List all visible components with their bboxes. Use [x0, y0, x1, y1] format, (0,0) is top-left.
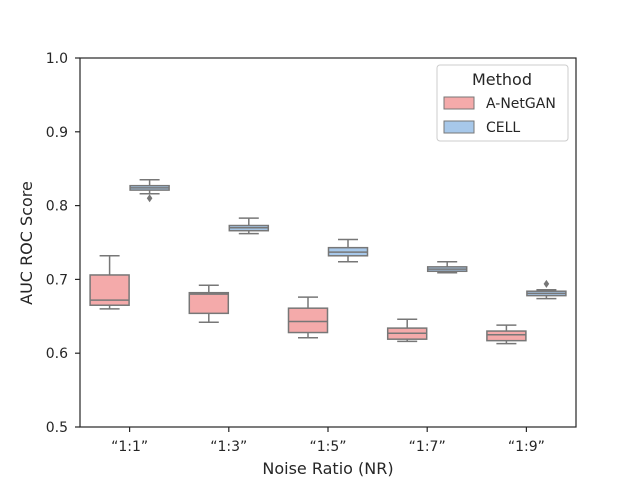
box-a-netgan: [287, 296, 329, 339]
legend: Method A-NetGAN CELL: [436, 64, 569, 142]
outlier-point: [146, 194, 153, 203]
box-a-netgan: [188, 284, 230, 323]
y-tick-label: 0.6: [46, 346, 68, 362]
y-tick-label: 1.0: [46, 51, 68, 67]
legend-title: Method: [472, 70, 532, 89]
x-tick-label: “1:3”: [210, 439, 247, 455]
x-tick-label: “1:5”: [309, 439, 346, 455]
legend-label-cell: CELL: [486, 120, 520, 136]
x-tick-label: “1:1”: [111, 439, 148, 455]
x-tick-label: “1:7”: [409, 439, 446, 455]
x-tick-label: “1:9”: [508, 439, 545, 455]
y-tick-label: 0.5: [46, 420, 68, 436]
y-tick-label: 0.8: [46, 199, 68, 215]
outlier-point: [543, 279, 550, 288]
box-cell: [129, 179, 170, 203]
y-tick-label: 0.9: [46, 125, 68, 141]
box-iqr: [287, 307, 329, 334]
box-a-netgan: [486, 324, 527, 345]
box-a-netgan: [386, 318, 428, 343]
box-cell: [526, 279, 567, 300]
box-a-netgan: [89, 255, 130, 310]
box-cell: [228, 217, 270, 235]
y-axis-label: AUC ROC Score: [17, 181, 36, 305]
legend-swatch-a-netgan: [443, 96, 475, 110]
y-tick-label: 0.7: [46, 272, 68, 288]
box-cell: [426, 260, 468, 274]
box-iqr: [188, 291, 230, 315]
box-iqr: [486, 330, 527, 342]
legend-label-a-netgan: A-NetGAN: [486, 96, 556, 112]
chart-marks: [89, 179, 567, 345]
x-axis: “1:1” “1:3” “1:5” “1:7” “1:9”: [111, 427, 545, 455]
legend-swatch-cell: [443, 120, 475, 134]
x-axis-label: Noise Ratio (NR): [262, 459, 393, 478]
box-cell: [327, 238, 369, 263]
y-axis: 0.5 0.6 0.7 0.8 0.9 1.0: [46, 51, 80, 436]
